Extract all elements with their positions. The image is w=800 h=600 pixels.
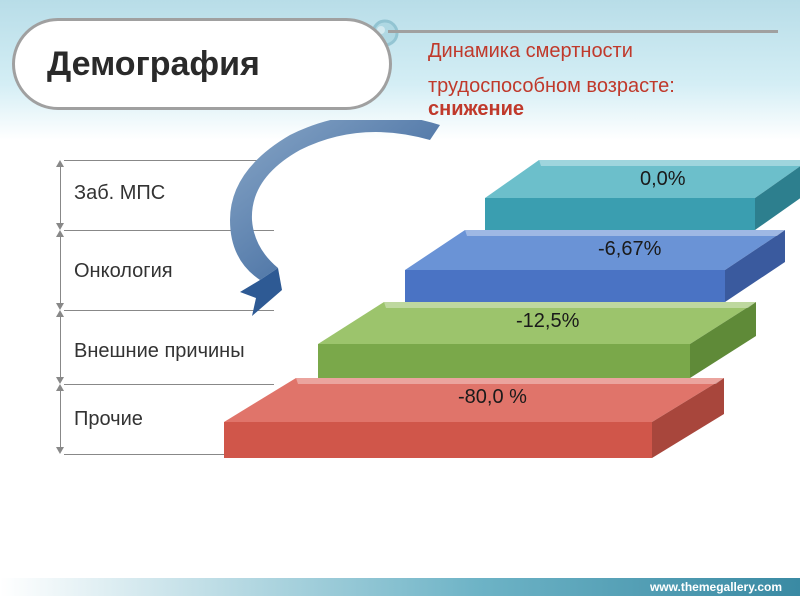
subtitle-line-2: трудоспособном возрасте: [428, 75, 768, 98]
arrow-up-icon [56, 160, 64, 167]
bracket-line [60, 390, 61, 448]
slab-stack: 0,0% -6,67% -12,5% -80,0 % [200, 160, 760, 540]
footer-bar: www.themegallery.com [0, 578, 800, 596]
slab-value-label: -12,5% [516, 310, 579, 333]
slab-onkologia [405, 230, 787, 309]
footer-url: www.themegallery.com [650, 580, 782, 594]
page-title: Демография [47, 45, 260, 84]
bracket-line [60, 236, 61, 304]
title-block: Демография [12, 18, 392, 110]
subtitle-line-3: снижение [428, 98, 768, 121]
slab-value-label: 0,0% [640, 168, 686, 191]
bracket-line [60, 316, 61, 378]
subtitle-area: Динамика смертности трудоспособном возра… [428, 40, 768, 121]
arrow-down-icon [56, 377, 64, 384]
arrow-up-icon [56, 384, 64, 391]
arrow-up-icon [56, 230, 64, 237]
arrow-down-icon [56, 223, 64, 230]
category-label: Прочие [74, 408, 143, 431]
arrow-up-icon [56, 310, 64, 317]
title-connector-line [388, 30, 778, 33]
bracket-line [60, 166, 61, 224]
arrow-down-icon [56, 447, 64, 454]
category-label: Заб. МПС [74, 182, 165, 205]
category-label: Онкология [74, 260, 173, 283]
arrow-down-icon [56, 303, 64, 310]
slab-value-label: -80,0 % [458, 386, 527, 409]
subtitle-line-1: Динамика смертности [428, 40, 768, 63]
chart-area: Заб. МПСОнкологияВнешние причиныПрочие 0… [0, 160, 800, 540]
slab-value-label: -6,67% [598, 238, 661, 261]
